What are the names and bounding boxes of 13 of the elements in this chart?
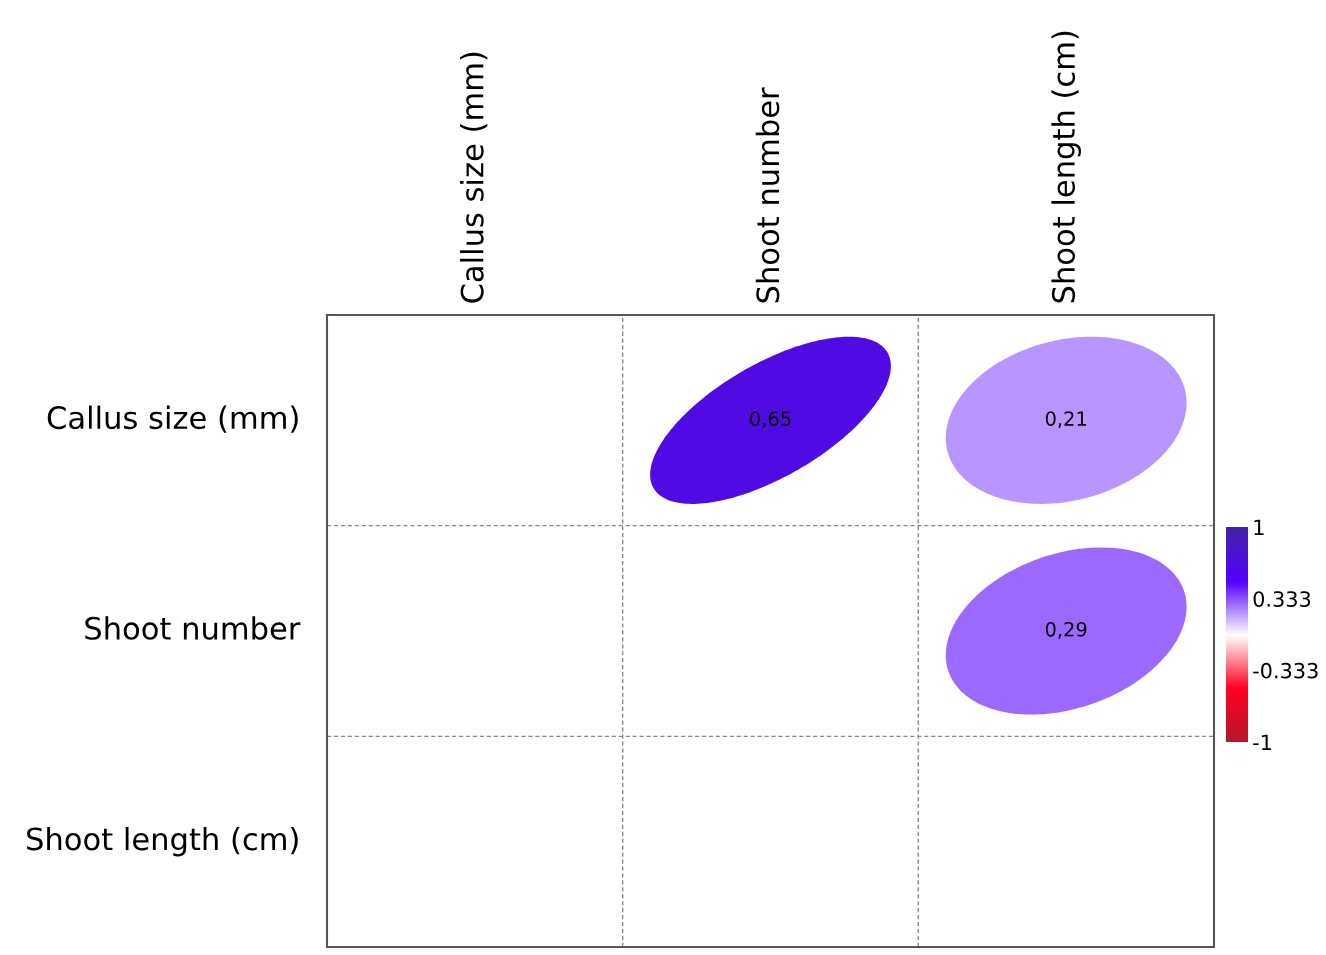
color-bar-label: -1 [1253, 734, 1272, 750]
color-bar-label: 0.333 [1253, 591, 1311, 607]
color-bar-label: -0.333 [1253, 662, 1318, 679]
x-tick-label: Shoot number [755, 87, 780, 303]
color-bar-label: 1 [1254, 519, 1264, 535]
data-label: 0,65 [750, 411, 791, 428]
x-tick-label: Callus size (mm) [460, 52, 488, 303]
data-label: 0,29 [1045, 621, 1087, 639]
y-tick-label: Callus size (mm) [47, 405, 298, 433]
data-label: 0,21 [1045, 411, 1087, 428]
x-tick-label: Shoot length (cm) [1051, 31, 1081, 303]
y-tick-label: Shoot number [85, 616, 301, 640]
y-tick-label: Shoot length (cm) [27, 826, 298, 857]
